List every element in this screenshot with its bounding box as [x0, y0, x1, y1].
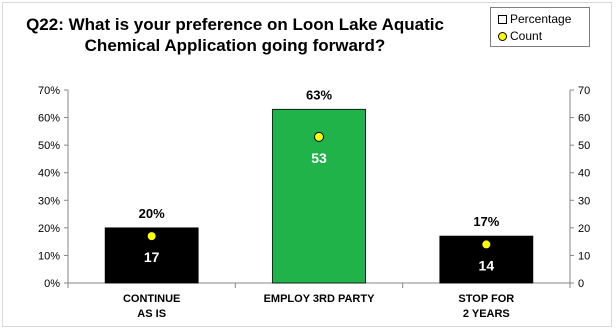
- x-category-label: CONTINUE AS IS: [123, 293, 180, 320]
- chart-title: Q22: What is your preference on Loon Lak…: [26, 15, 444, 55]
- y-right-tick-label: 30: [578, 195, 590, 207]
- y-right-tick-label: 20: [578, 223, 590, 235]
- bar-value-label-percentage: 63%: [306, 87, 332, 102]
- x-category-label: EMPLOY 3RD PARTY: [264, 293, 375, 305]
- y-right-tick-label: 0: [578, 278, 584, 290]
- legend-item-count: Count: [498, 29, 542, 43]
- y-left-tick-label: 30%: [38, 195, 60, 207]
- y-left-tick-label: 20%: [38, 223, 60, 235]
- point-value-label-count: 14: [479, 257, 495, 273]
- y-right-tick-label: 70: [578, 85, 590, 97]
- x-category-label: STOP FOR 2 YEARS: [458, 293, 514, 320]
- y-right-tick-label: 40: [578, 168, 590, 180]
- point-count: [314, 131, 324, 142]
- legend-swatch-icon: [498, 14, 507, 24]
- legend-item-percentage: Percentage: [498, 12, 571, 26]
- y-right-tick-label: 50: [578, 140, 590, 152]
- y-left-tick-label: 70%: [38, 85, 60, 97]
- point-value-label-count: 53: [311, 150, 327, 166]
- point-count: [146, 231, 157, 242]
- x-category-label-line: 2 YEARS: [463, 308, 510, 320]
- chart-legend: Percentage Count: [490, 7, 590, 47]
- x-category-label-line: AS IS: [137, 308, 166, 320]
- x-category-label-line: CONTINUE: [123, 293, 180, 305]
- point-value-label-count: 17: [144, 249, 160, 265]
- point-count: [481, 239, 492, 250]
- y-left-tick-label: 50%: [38, 140, 60, 152]
- y-right-tick-label: 60: [578, 113, 590, 125]
- legend-label-count: Count: [510, 29, 543, 43]
- x-category-label-line: EMPLOY 3RD PARTY: [264, 293, 375, 305]
- bar-value-label-percentage: 17%: [473, 214, 499, 229]
- y-right-tick-label: 10: [578, 250, 590, 262]
- legend-dot-icon: [498, 31, 507, 41]
- y-left-tick-label: 40%: [38, 168, 60, 180]
- bar-value-label-percentage: 20%: [139, 206, 165, 221]
- y-left-tick-label: 60%: [38, 113, 60, 125]
- y-left-tick-label: 0%: [44, 278, 60, 290]
- legend-label-percentage: Percentage: [510, 12, 572, 26]
- x-category-label-line: STOP FOR: [458, 293, 514, 305]
- y-left-tick-label: 10%: [38, 250, 60, 262]
